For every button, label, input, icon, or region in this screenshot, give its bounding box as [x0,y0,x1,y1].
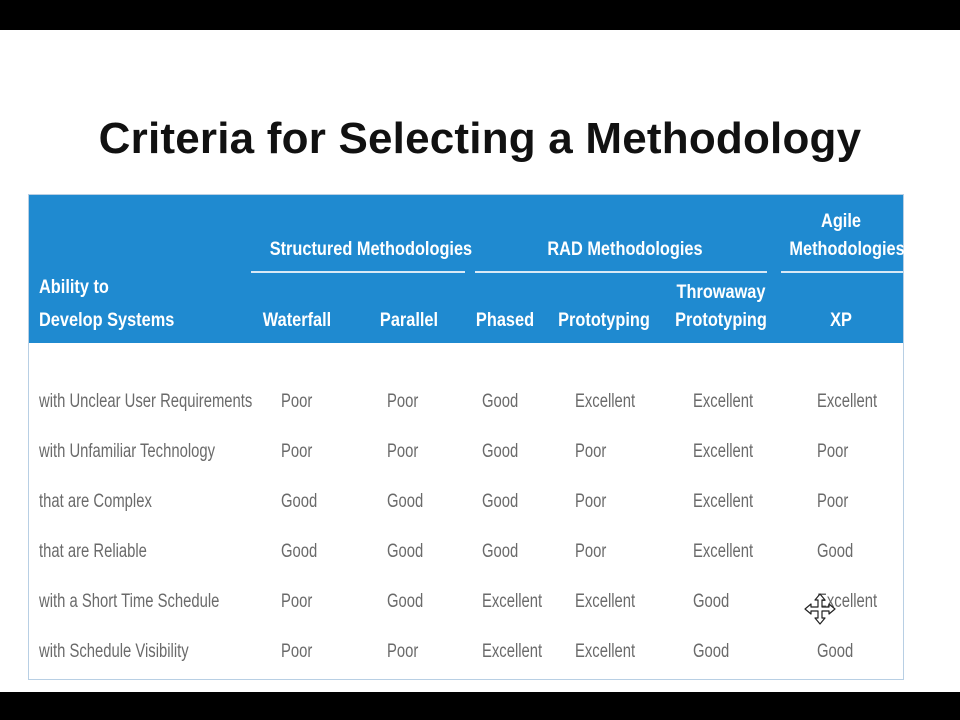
table-header: Structured Methodologies RAD Methodologi… [29,195,905,343]
col-header-prototyping: Prototyping [558,310,650,331]
cell-throwaway: Excellent [693,491,754,512]
cell-prototyping: Excellent [575,391,636,412]
cell-xp: Poor [817,491,849,512]
row-label: that are Reliable [39,541,147,562]
row-label: with Unclear User Requirements [39,391,253,412]
cell-phased: Good [482,391,519,412]
group-agile-header-line1: Agile [821,211,861,232]
col-header-phased: Phased [475,310,535,331]
cell-prototyping: Excellent [575,641,636,662]
slide: Criteria for Selecting a Methodology Str… [0,30,960,692]
cell-phased: Excellent [482,591,543,612]
table-row: with a Short Time Schedule Poor Good Exc… [29,579,903,629]
row-label: with Unfamiliar Technology [39,441,216,462]
cell-xp: Excellent [817,391,878,412]
group-structured-rule [251,271,465,273]
row-label: with a Short Time Schedule [39,591,220,612]
cell-waterfall: Poor [281,441,313,462]
table-row: with Unfamiliar Technology Poor Poor Goo… [29,429,903,479]
cell-parallel: Poor [387,391,419,412]
group-agile-rule [781,271,903,273]
methodology-table: Structured Methodologies RAD Methodologi… [28,194,905,680]
row-header-line2: Develop Systems [39,310,175,331]
cell-waterfall: Poor [281,591,313,612]
table-row: that are Complex Good Good Good Poor Exc… [29,479,903,529]
row-header-line1: Ability to [39,277,109,298]
group-rad-rule [475,271,767,273]
cell-parallel: Good [387,541,424,562]
cell-parallel: Good [387,591,424,612]
cell-prototyping: Excellent [575,591,636,612]
col-header-parallel: Parallel [379,310,439,331]
row-label: that are Complex [39,491,152,512]
table-row: that are Reliable Good Good Good Poor Ex… [29,529,903,579]
cell-waterfall: Good [281,491,318,512]
cell-waterfall: Poor [281,641,313,662]
col-header-throwaway-line2: Prototyping [675,310,767,331]
cell-throwaway: Excellent [693,441,754,462]
move-cursor-icon [804,593,836,625]
col-header-throwaway-line1: Throwaway [676,282,766,303]
cell-parallel: Good [387,491,424,512]
cell-phased: Good [482,441,519,462]
cell-throwaway: Excellent [693,391,754,412]
cell-prototyping: Poor [575,541,607,562]
group-rad-header: RAD Methodologies [547,239,703,260]
cell-phased: Excellent [482,641,543,662]
cell-throwaway: Excellent [693,541,754,562]
cell-xp: Poor [817,441,849,462]
col-header-xp: XP [830,310,852,331]
table-row: with Schedule Visibility Poor Poor Excel… [29,629,903,679]
group-structured-header: Structured Methodologies [269,239,473,260]
cell-xp: Good [817,641,854,662]
group-agile-header-line2: Methodologies [789,239,905,260]
table-row: with Unclear User Requirements Poor Poor… [29,379,903,429]
cell-parallel: Poor [387,641,419,662]
cell-throwaway: Good [693,641,730,662]
cell-phased: Good [482,541,519,562]
cell-waterfall: Good [281,541,318,562]
cell-phased: Good [482,491,519,512]
col-header-waterfall: Waterfall [262,310,332,331]
slide-title: Criteria for Selecting a Methodology [98,114,862,163]
cell-waterfall: Poor [281,391,313,412]
cell-throwaway: Good [693,591,730,612]
row-label: with Schedule Visibility [39,641,189,662]
cell-parallel: Poor [387,441,419,462]
cell-prototyping: Poor [575,441,607,462]
cell-xp: Good [817,541,854,562]
cell-prototyping: Poor [575,491,607,512]
